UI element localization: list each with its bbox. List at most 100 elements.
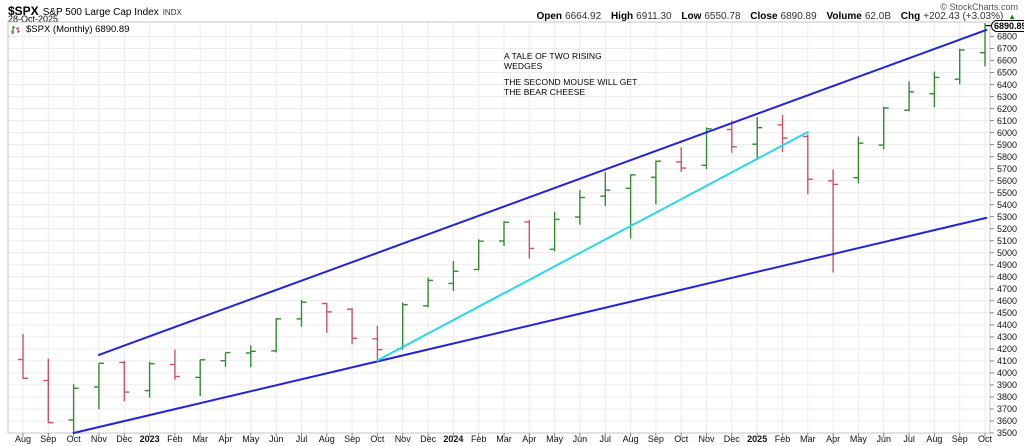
y-tick-label: 6700 [997, 44, 1017, 54]
y-tick-label: 5300 [997, 212, 1017, 222]
ohlc-bar [473, 239, 484, 271]
x-tick-label: Aug [926, 434, 942, 444]
x-tick-label: Oct [978, 434, 993, 444]
x-tick-label: Jul [600, 434, 612, 444]
ohlc-bar [144, 361, 155, 398]
volume-label: Volume [826, 11, 862, 22]
gridlines [8, 22, 990, 434]
x-tick-label: Aug [319, 434, 335, 444]
x-tick-label: Jun [269, 434, 284, 444]
upper-wedge-trendline [97, 28, 988, 356]
x-tick-label: Jun [573, 434, 588, 444]
ohlc-bar [245, 345, 256, 368]
y-tick-label: 6000 [997, 128, 1017, 138]
ohlc-bar [802, 134, 813, 195]
close-label: Close [750, 11, 778, 22]
x-tick-label: Nov [91, 434, 108, 444]
low-value: 6550.78 [704, 11, 741, 22]
x-tick-label: Mar [192, 434, 208, 444]
y-tick-label: 6500 [997, 68, 1017, 78]
ohlc-bar [68, 384, 79, 435]
y-tick-label: 5600 [997, 176, 1017, 186]
low-label: Low [681, 11, 702, 22]
y-tick-label: 3500 [997, 428, 1017, 438]
x-tick-label: May [850, 434, 868, 444]
y-tick-label: 4600 [997, 296, 1017, 306]
ohlc-bar [929, 71, 940, 108]
y-tick-label: 5100 [997, 236, 1017, 246]
y-tick-label: 3800 [997, 392, 1017, 402]
chart-legend: $SPX (Monthly) 6890.89 [10, 24, 130, 35]
x-tick-label: Jun [876, 434, 891, 444]
x-tick-label: 2024 [443, 434, 463, 444]
x-tick-label: Oct [674, 434, 689, 444]
ohlc-bar [752, 117, 763, 160]
x-tick-label: Feb [471, 434, 487, 444]
plot-border [7, 21, 991, 434]
ohlc-bar [169, 349, 180, 380]
x-tick-label: Feb [775, 434, 791, 444]
last-price-label: 6890.89 [991, 20, 1024, 32]
x-axis: Aug Sep Oct Nov Dec 2023 Feb Mar Apr May Jun Jul Aug… [15, 433, 993, 444]
x-tick-label: Oct [67, 434, 82, 444]
annotation-second-mouse: THE SECOND MOUSE WILL GET THE BEAR CHEES… [504, 77, 638, 97]
ohlc-bar [18, 333, 28, 379]
index-name: S&P 500 Large Cap Index [42, 7, 159, 18]
ohlc-bar [423, 277, 434, 308]
x-tick-label: Dec [724, 434, 741, 444]
y-tick-label: 4900 [997, 260, 1017, 270]
y-tick-label: 4100 [997, 356, 1017, 366]
ohlc-bar [676, 147, 687, 172]
x-tick-label: Sep [344, 434, 360, 444]
x-tick-label: 2025 [747, 434, 767, 444]
x-tick-label: Apr [826, 434, 840, 444]
ohlc-bar [296, 300, 307, 327]
x-tick-label: Dec [116, 434, 133, 444]
chg-value: +202.43 (+3.03%) [923, 11, 1004, 22]
ohlc-bar [499, 221, 509, 246]
ohlc-bar [549, 211, 560, 252]
ohlc-bar [397, 302, 408, 350]
high-value: 6911.30 [636, 11, 672, 22]
y-tick-label: 4000 [997, 368, 1017, 378]
y-tick-label: 5900 [997, 140, 1017, 150]
ohlc-bar [271, 317, 282, 353]
ohlc-bar [448, 261, 459, 291]
ohlc-bar [853, 136, 864, 184]
x-tick-label: 2023 [140, 434, 160, 444]
ohlc-bar [904, 81, 915, 112]
chg-label: Chg [900, 11, 921, 22]
legend-text: $SPX (Monthly) 6890.89 [26, 24, 130, 35]
x-tick-label: Sep [648, 434, 664, 444]
ohlc-bar [574, 189, 585, 225]
symbol: $SPX [8, 4, 39, 18]
y-tick-label: 6600 [997, 56, 1017, 66]
y-tick-label: 4800 [997, 272, 1017, 282]
quote-summary: Open 6664.92 High 6911.30 Low 6550.78 Close… [536, 11, 1016, 22]
ohlc-bar [220, 351, 231, 367]
x-tick-label: Feb [167, 434, 183, 444]
open-label: Open [536, 11, 563, 22]
ohlc-bar [372, 325, 383, 361]
ohlc-bar [701, 127, 712, 170]
y-tick-label: 5800 [997, 152, 1017, 162]
y-tick-label: 4700 [997, 284, 1017, 294]
x-tick-label: Apr [218, 434, 232, 444]
inner-rising-wedge-trendline [376, 131, 809, 362]
y-tick-label: 5200 [997, 224, 1017, 234]
y-tick-label: 3900 [997, 380, 1017, 390]
ohlc-bar [828, 169, 839, 273]
annotation-rising-wedges: A TALE OF TWO RISING WEDGES [504, 51, 602, 71]
ohlc-bar [524, 219, 535, 259]
x-tick-label: Aug [623, 434, 639, 444]
x-tick-label: Oct [370, 434, 385, 444]
y-axis: 6800 6700 6600 6500 6400 6300 6200 6100 6000 5900… [990, 32, 1017, 438]
y-tick-label: 3700 [997, 404, 1017, 414]
x-tick-label: Mar [800, 434, 816, 444]
ohlc-bar [119, 360, 130, 402]
y-tick-label: 4400 [997, 320, 1017, 330]
chart-date: 28-Oct-2025 [8, 14, 59, 24]
y-tick-label: 5500 [997, 188, 1017, 198]
ohlc-bar [43, 358, 54, 424]
